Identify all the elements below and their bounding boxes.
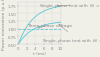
Text: Single-phase test with $k_0$ = 1.25: Single-phase test with $k_0$ = 1.25 xyxy=(42,25,100,45)
X-axis label: t (ms): t (ms) xyxy=(33,51,46,55)
Y-axis label: Power restoration (p.u.): Power restoration (p.u.) xyxy=(2,0,6,49)
Text: Single-phase test with $k_0$ = 1.8: Single-phase test with $k_0$ = 1.8 xyxy=(39,2,100,10)
Text: Three-phase voltage: Three-phase voltage xyxy=(27,24,72,29)
